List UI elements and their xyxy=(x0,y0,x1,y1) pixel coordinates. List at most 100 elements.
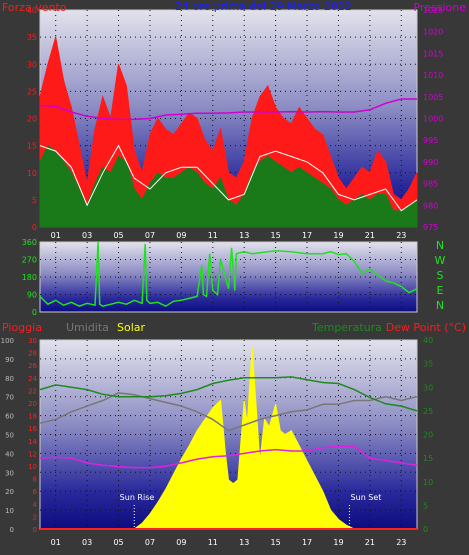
humidity-tick-label: 90 xyxy=(5,356,14,364)
rain-tick-label: 2 xyxy=(33,513,37,521)
rain-tick-label: 24 xyxy=(28,375,37,383)
compass-tick-label: N xyxy=(436,239,444,252)
compass-tick-label: W xyxy=(435,254,446,267)
temperature-tick-label: 25 xyxy=(423,407,433,416)
hour-tick-label: 13 xyxy=(239,231,249,240)
humidity-tick-label: 0 xyxy=(10,526,14,534)
pressure-tick-label: 1015 xyxy=(423,49,443,58)
hour-tick-label: 17 xyxy=(302,231,312,240)
direction-panel-background xyxy=(39,241,418,313)
wind-tick-label: 0 xyxy=(32,223,37,232)
pressure-tick-label: 1005 xyxy=(423,93,443,102)
temperature-tick-label: 30 xyxy=(423,383,433,392)
rain-tick-label: 30 xyxy=(28,337,37,345)
sun-rise-label: Sun Rise xyxy=(120,493,155,502)
temperature-tick-label: 40 xyxy=(423,336,433,345)
rain-tick-label: 26 xyxy=(28,362,37,370)
temperature-tick-label: 10 xyxy=(423,478,433,487)
humidity-tick-label: 70 xyxy=(5,394,14,402)
pressure-tick-label: 990 xyxy=(423,158,438,167)
pressure-line xyxy=(39,98,417,121)
humidity-axis-title: Umidita xyxy=(66,321,109,334)
hour-tick-label: 03 xyxy=(82,231,92,240)
rain-axis-title: Pioggia xyxy=(2,321,42,334)
hour-tick-label: 13 xyxy=(239,538,249,547)
dewpoint-line xyxy=(39,445,418,469)
hour-tick-label: 19 xyxy=(333,231,343,240)
temperature-tick-label: 35 xyxy=(423,360,433,369)
wind-direction-line xyxy=(39,241,418,308)
rain-tick-label: 4 xyxy=(33,501,38,509)
wind-gust-area xyxy=(39,36,418,228)
rain-tick-label: 0 xyxy=(33,526,37,534)
humidity-tick-label: 100 xyxy=(1,337,14,345)
wind-tick-label: 10 xyxy=(27,169,37,178)
pressure-tick-label: 1010 xyxy=(423,71,443,80)
wind-average-line xyxy=(39,144,418,212)
humidity-tick-label: 80 xyxy=(5,375,14,383)
wind-tick-label: 15 xyxy=(27,142,37,151)
rain-tick-label: 20 xyxy=(28,400,37,408)
pressure-tick-label: 1020 xyxy=(423,28,443,37)
rain-tick-label: 12 xyxy=(28,450,37,458)
hour-tick-label: 23 xyxy=(396,231,406,240)
rain-tick-label: 22 xyxy=(28,387,37,395)
pressure-tick-label: 975 xyxy=(423,223,438,232)
compass-tick-label: S xyxy=(437,269,444,282)
pressure-tick-label: 980 xyxy=(423,201,438,210)
humidity-tick-label: 20 xyxy=(5,488,14,496)
wind-speed-area xyxy=(39,144,418,228)
direction-tick-label: 90 xyxy=(27,291,37,300)
direction-tick-label: 0 xyxy=(32,308,37,317)
sun-set-label: Sun Set xyxy=(351,493,382,502)
plot-series xyxy=(39,36,418,530)
hour-tick-label: 01 xyxy=(51,538,61,547)
hour-tick-label: 11 xyxy=(208,231,218,240)
hour-tick-label: 15 xyxy=(271,538,281,547)
compass-tick-label: E xyxy=(437,284,444,297)
direction-tick-label: 360 xyxy=(22,238,37,247)
temperature-tick-label: 15 xyxy=(423,454,433,463)
wind-tick-label: 25 xyxy=(27,87,37,96)
direction-tick-label: 270 xyxy=(22,256,37,265)
hour-tick-label: 07 xyxy=(145,538,155,547)
humidity-tick-label: 10 xyxy=(5,507,14,515)
hour-tick-label: 09 xyxy=(176,231,186,240)
hour-tick-label: 09 xyxy=(176,538,186,547)
hour-tick-label: 15 xyxy=(271,231,281,240)
wind-tick-label: 30 xyxy=(27,60,37,69)
hour-tick-label: 01 xyxy=(51,231,61,240)
hour-tick-label: 17 xyxy=(302,538,312,547)
wind-tick-label: 20 xyxy=(27,115,37,124)
hour-tick-label: 05 xyxy=(113,231,123,240)
hour-tick-label: 05 xyxy=(113,538,123,547)
hour-tick-label: 03 xyxy=(82,538,92,547)
wind-tick-label: 5 xyxy=(32,196,37,205)
solar-axis-title: Solar xyxy=(117,321,146,334)
pressure-axis-title: Pressione xyxy=(414,1,467,14)
humidity-tick-label: 30 xyxy=(5,469,14,477)
rain-tick-label: 18 xyxy=(28,413,37,421)
hour-tick-label: 21 xyxy=(365,231,375,240)
temperature-tick-label: 20 xyxy=(423,431,433,440)
humidity-tick-label: 50 xyxy=(5,432,14,440)
rain-tick-label: 16 xyxy=(28,425,37,433)
bottom-panel-background xyxy=(39,339,418,530)
rain-tick-label: 8 xyxy=(33,476,37,484)
temperature-axis-title: Temperatura xyxy=(311,321,382,334)
hour-tick-label: 23 xyxy=(396,538,406,547)
hour-tick-label: 11 xyxy=(208,538,218,547)
wind-tick-label: 40 xyxy=(27,6,37,15)
temperature-tick-label: 5 xyxy=(423,501,428,510)
direction-tick-label: 180 xyxy=(22,273,37,282)
hour-tick-label: 21 xyxy=(365,538,375,547)
temperature-line xyxy=(39,376,418,412)
pressure-tick-label: 1000 xyxy=(423,115,443,124)
chart-title: 24 ore prima del 29 Marzo 2022 xyxy=(175,0,352,13)
wind-axis-title: Forza vento xyxy=(2,1,67,14)
hour-tick-label: 19 xyxy=(333,538,343,547)
compass-tick-label: N xyxy=(436,299,444,312)
pressure-tick-label: 985 xyxy=(423,180,438,189)
humidity-tick-label: 40 xyxy=(5,450,14,458)
